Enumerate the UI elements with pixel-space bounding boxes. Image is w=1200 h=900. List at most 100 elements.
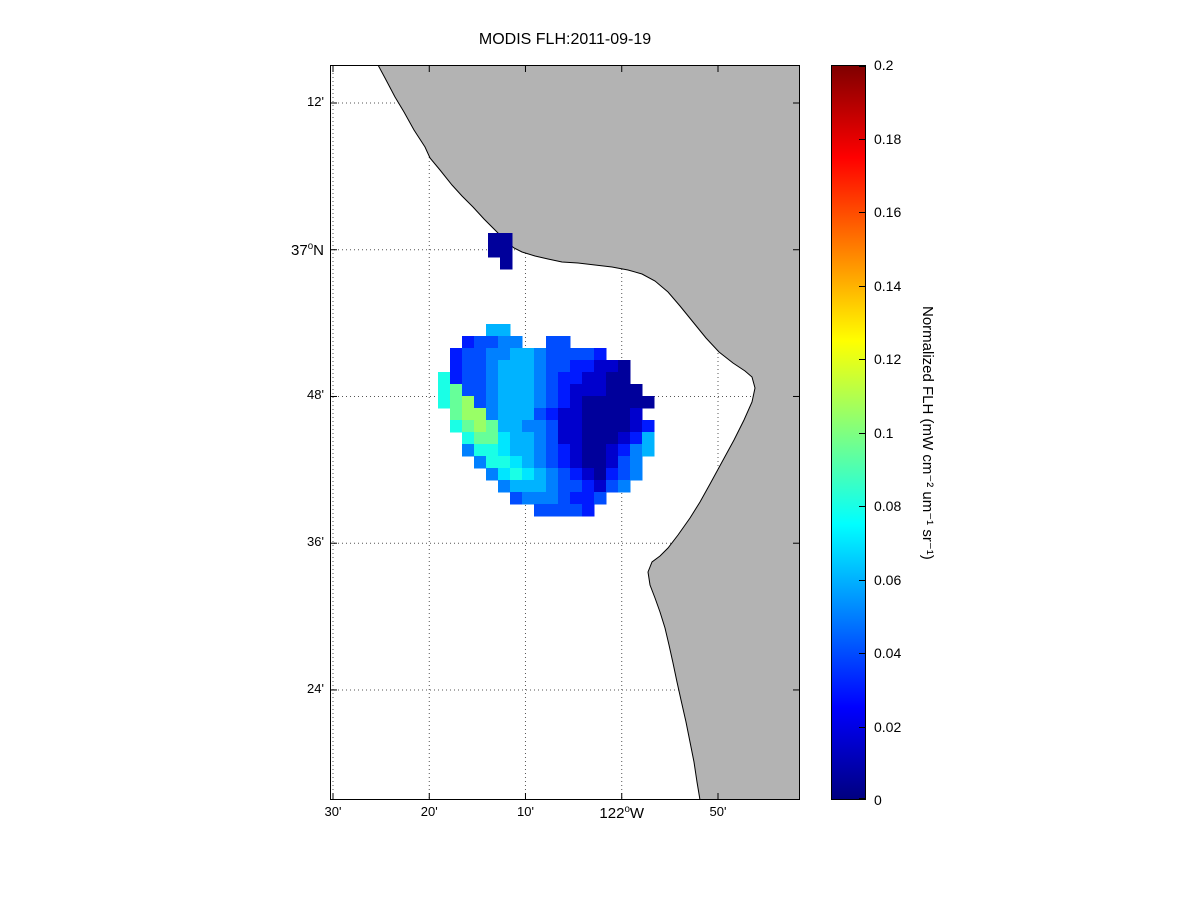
flh-cell: [558, 396, 571, 409]
flh-cell: [546, 360, 559, 373]
flh-cell: [534, 480, 547, 493]
flh-cell: [558, 432, 571, 445]
flh-cell: [500, 233, 513, 246]
flh-cell: [570, 456, 583, 469]
flh-cell: [462, 396, 475, 409]
flh-cell: [546, 408, 559, 421]
flh-cell: [498, 396, 511, 409]
flh-cell: [630, 468, 643, 481]
flh-cell: [534, 468, 547, 481]
flh-cell: [498, 324, 511, 337]
flh-cell: [582, 396, 595, 409]
flh-cell: [522, 372, 535, 385]
flh-cell: [558, 468, 571, 481]
flh-cell: [570, 444, 583, 457]
flh-cell: [546, 456, 559, 469]
colorbar-tick-label: 0.04: [874, 645, 902, 661]
flh-cell: [546, 396, 559, 409]
flh-cell: [522, 396, 535, 409]
flh-cell: [570, 504, 583, 517]
flh-cell: [498, 348, 511, 361]
flh-cell: [570, 468, 583, 481]
flh-cell: [486, 336, 499, 349]
flh-cell: [642, 396, 655, 409]
flh-cell: [618, 372, 631, 385]
flh-cell: [474, 456, 487, 469]
flh-cell: [618, 384, 631, 397]
flh-cell: [534, 348, 547, 361]
flh-cell: [594, 444, 607, 457]
flh-cell: [594, 348, 607, 361]
map-axes: [330, 65, 800, 800]
y-tick-label: 37oN: [291, 240, 324, 259]
flh-cell: [462, 408, 475, 421]
flh-cell: [630, 408, 643, 421]
heatmap-cells-layer: [438, 233, 655, 517]
flh-cell: [534, 432, 547, 445]
flh-cell: [462, 444, 475, 457]
colorbar-tick-label: 0.2: [874, 57, 894, 73]
flh-cell: [594, 432, 607, 445]
colorbar-tick-label: 0.08: [874, 498, 902, 514]
flh-cell: [582, 408, 595, 421]
flh-cell: [522, 360, 535, 373]
flh-cell: [498, 468, 511, 481]
flh-cell: [570, 384, 583, 397]
flh-cell: [594, 456, 607, 469]
flh-cell: [462, 420, 475, 433]
flh-cell: [570, 408, 583, 421]
axes-frame: [330, 65, 800, 800]
flh-cell: [462, 348, 475, 361]
flh-cell: [570, 360, 583, 373]
flh-cell: [642, 444, 655, 457]
flh-cell: [462, 432, 475, 445]
flh-cell: [570, 492, 583, 505]
flh-cell: [630, 432, 643, 445]
colorbar-tick-label: 0.14: [874, 277, 902, 294]
flh-cell: [450, 348, 463, 361]
flh-cell: [498, 360, 511, 373]
flh-cell: [594, 420, 607, 433]
flh-cell: [606, 384, 619, 397]
flh-cell: [582, 348, 595, 361]
flh-cell: [630, 456, 643, 469]
flh-cell: [558, 336, 571, 349]
flh-cell: [510, 456, 523, 469]
flh-cell: [642, 432, 655, 445]
flh-cell: [558, 360, 571, 373]
flh-cell: [546, 444, 559, 457]
flh-cell: [450, 420, 463, 433]
flh-cell: [522, 408, 535, 421]
colorbar-gradient: [831, 65, 866, 800]
land-coastline: [377, 65, 800, 800]
x-tick-label: 10': [516, 804, 534, 819]
flh-cell: [510, 396, 523, 409]
flh-cell: [450, 360, 463, 373]
flh-cell: [534, 504, 547, 517]
flh-cell: [558, 384, 571, 397]
flh-cell: [534, 420, 547, 433]
flh-cell: [606, 408, 619, 421]
flh-cell: [500, 257, 513, 270]
flh-cell: [606, 444, 619, 457]
flh-cell: [522, 432, 535, 445]
flh-cell: [522, 444, 535, 457]
flh-cell: [486, 420, 499, 433]
flh-cell: [486, 456, 499, 469]
flh-cell: [582, 384, 595, 397]
flh-cell: [498, 384, 511, 397]
flh-cell: [474, 420, 487, 433]
flh-cell: [558, 504, 571, 517]
flh-cell: [534, 396, 547, 409]
flh-cell: [462, 360, 475, 373]
flh-cell: [498, 420, 511, 433]
flh-cell: [594, 384, 607, 397]
flh-cell: [606, 432, 619, 445]
flh-cell: [510, 384, 523, 397]
flh-cell: [486, 396, 499, 409]
flh-cell: [486, 468, 499, 481]
flh-cell: [474, 336, 487, 349]
flh-cell: [486, 432, 499, 445]
flh-cell: [474, 432, 487, 445]
